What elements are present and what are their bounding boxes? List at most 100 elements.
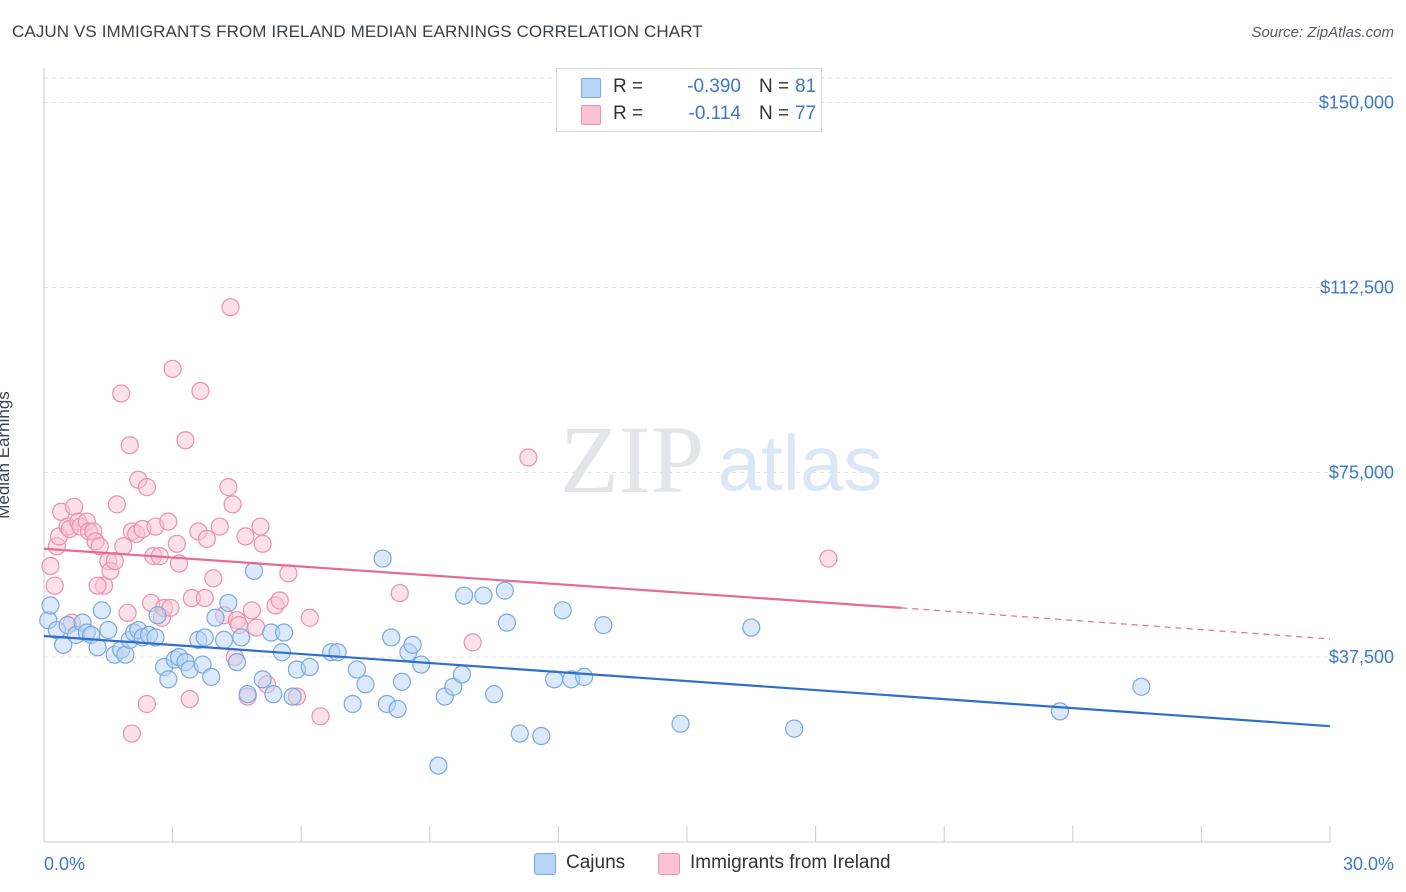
ireland-point (279, 564, 298, 583)
legend-n-value: 77 (795, 103, 817, 124)
legend-n-value: 81 (795, 76, 817, 97)
ireland-point (311, 707, 330, 726)
cajun-point (274, 623, 294, 642)
cajun-point (412, 655, 431, 674)
ireland-point (251, 517, 270, 536)
source-credit: Source: ZipAtlas.com (1251, 24, 1394, 41)
cajun-point (92, 601, 111, 620)
cajun-point (195, 628, 214, 647)
ireland-point (122, 724, 141, 743)
cajun-point (253, 670, 272, 689)
ireland-point (137, 694, 156, 714)
ireland-point (519, 448, 538, 467)
ireland-point (204, 569, 223, 588)
cajun-point (553, 601, 572, 620)
cajun-point (244, 561, 264, 581)
ireland-point (41, 556, 60, 576)
watermark-zip: ZIP (560, 406, 704, 513)
cajun-point (495, 581, 514, 600)
y-tick-label: $75,000 (1329, 462, 1394, 482)
cajun-point (300, 657, 319, 677)
cajun-swatch (534, 853, 556, 875)
cajun-points (39, 549, 1151, 775)
y-tick-label: $112,500 (1320, 277, 1394, 297)
ireland-point (118, 603, 137, 622)
axes (43, 68, 1331, 843)
ireland-swatch (658, 853, 680, 875)
cajun-point (485, 685, 504, 704)
x-tick-label-max: 30.0% (1343, 854, 1394, 874)
ireland-trend-extension (901, 607, 1331, 640)
cajun-point (219, 593, 238, 613)
ireland-point (120, 436, 139, 455)
cajun-point (388, 699, 407, 719)
cajun-point (148, 606, 167, 625)
legend-label-cajuns: Cajuns (566, 852, 626, 873)
cajun-point (510, 724, 529, 743)
ireland-point (191, 381, 210, 401)
legend-label-ireland: Immigrants from Ireland (690, 852, 891, 873)
cajun-point (264, 685, 283, 704)
ireland-point (219, 478, 238, 497)
cajun-point (429, 756, 448, 775)
cajun-point (575, 667, 594, 686)
legend-r-value: -0.390 (687, 76, 741, 97)
cajun-point (392, 672, 412, 691)
ireland-point (236, 527, 255, 546)
cajun-point (594, 616, 613, 635)
cajun-point (373, 549, 392, 568)
legend-r-value: -0.114 (688, 103, 741, 124)
ireland-swatch (581, 105, 601, 125)
ireland-point (107, 495, 126, 514)
x-tick-label-min: 0.0% (44, 854, 85, 874)
ireland-point (223, 495, 242, 514)
ireland-trend-line (43, 547, 902, 609)
y-tick-labels: $37,500 $75,000 $112,500 $150,000 (1319, 93, 1394, 668)
ireland-point (159, 512, 178, 531)
ireland-point (247, 618, 266, 637)
ireland-point (242, 601, 262, 620)
cajun-point (343, 694, 362, 714)
ireland-point (163, 359, 182, 378)
watermark-atlas: atlas (718, 419, 883, 507)
correlation-legend: R = -0.390 N = 81 R = -0.114 N = 77 (556, 68, 822, 132)
cajun-point (283, 687, 302, 706)
y-tick-label: $150,000 (1319, 93, 1394, 113)
legend-n-label: N = (759, 76, 790, 97)
cajun-point (497, 613, 517, 632)
cajun-point (99, 620, 118, 640)
chart-title: CAJUN VS IMMIGRANTS FROM IRELAND MEDIAN … (12, 22, 703, 41)
ireland-point (176, 431, 195, 450)
cajun-point (193, 655, 212, 674)
ireland-point (253, 534, 272, 553)
cajun-point (202, 667, 221, 686)
legend-n-label: N = (759, 103, 790, 124)
cajun-point (671, 714, 690, 733)
cajun-point (403, 635, 422, 654)
cajun-point (347, 660, 367, 679)
cajun-point (545, 670, 564, 689)
cajun-point (382, 628, 401, 647)
cajun-point (232, 628, 251, 647)
cajun-point (785, 719, 804, 738)
cajun-point (444, 677, 463, 696)
legend-r-label: R = (613, 103, 644, 124)
ireland-point (197, 529, 216, 548)
ireland-point (270, 591, 289, 610)
trend-lines (43, 547, 1331, 728)
cajun-point (206, 608, 225, 627)
ireland-point (88, 576, 107, 595)
cajun-swatch (581, 78, 601, 98)
cajun-point (238, 685, 257, 704)
ireland-point (137, 478, 156, 497)
ireland-point (390, 583, 409, 603)
y-tick-label: $37,500 (1329, 647, 1394, 667)
cajun-point (146, 628, 165, 647)
ireland-point (167, 534, 186, 553)
cajun-point (454, 586, 474, 605)
cajun-point (474, 586, 493, 605)
ireland-point (114, 537, 133, 556)
ireland-point (210, 517, 229, 536)
cajun-point (532, 726, 551, 746)
cajun-point (1132, 677, 1151, 696)
